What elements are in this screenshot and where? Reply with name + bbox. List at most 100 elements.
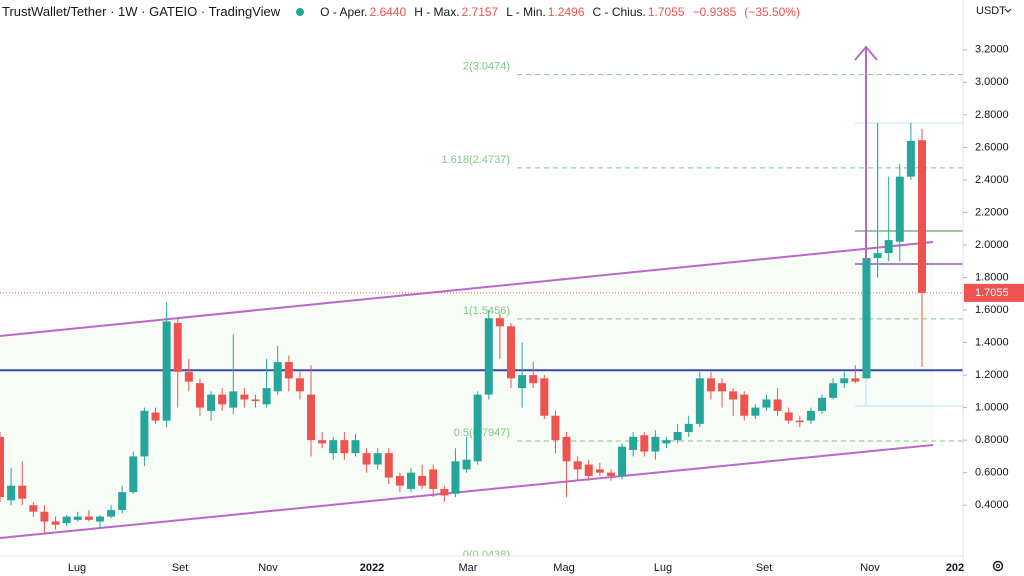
- y-tick-label: 2.0000: [975, 239, 1009, 251]
- candle-body: [384, 453, 393, 478]
- candle-body: [862, 257, 871, 379]
- x-tick-label: Set: [172, 562, 189, 574]
- candle-body: [262, 388, 271, 405]
- candle-body: [295, 378, 304, 392]
- price-axis: 0.4000 0.6000 0.8000 1.0000 1.2000 1.4000 1.60…: [963, 44, 1024, 511]
- candle-body: [140, 410, 149, 457]
- settings-icon[interactable]: [992, 560, 1004, 572]
- candle-body: [118, 492, 127, 511]
- y-tick-label: 3.2000: [975, 44, 1009, 56]
- time-axis: Lug Set Nov 2022 Mar Mag Lug Set Nov 202: [68, 562, 964, 574]
- candle-body: [451, 461, 460, 494]
- candle-body: [918, 140, 926, 293]
- candle-body: [407, 472, 416, 489]
- candle-body: [129, 456, 138, 493]
- candle-body: [162, 321, 171, 421]
- candle-body: [506, 326, 515, 379]
- candle-body: [362, 453, 371, 465]
- candle-body: [695, 378, 704, 424]
- candle-body: [62, 516, 71, 524]
- candle-body: [351, 440, 360, 454]
- fib-label: 0(0.0438): [463, 549, 510, 561]
- candle-body: [51, 521, 60, 525]
- close-value: 1.7055: [647, 4, 685, 19]
- change-percent: (−35.50%): [744, 4, 800, 19]
- fib-label: 2(3.0474): [463, 61, 510, 73]
- candle-body: [440, 488, 449, 496]
- y-tick-label: 2.4000: [975, 174, 1009, 186]
- candle-body: [95, 516, 104, 522]
- candle-body: [829, 383, 838, 398]
- levels: 2(3.0474) 1.618(2.4737) 1(1.5456) 0.5(0.794…: [0, 61, 963, 561]
- candle-body: [584, 464, 593, 476]
- x-tick-label: Nov: [258, 562, 278, 574]
- high-value: 2.7157: [461, 4, 499, 19]
- candle-body: [651, 436, 660, 452]
- candle-body: [629, 436, 638, 450]
- low-value: 1.2496: [547, 4, 585, 19]
- candle-body: [762, 399, 771, 408]
- y-tick-label: 1.2000: [975, 369, 1009, 381]
- candle-body: [373, 453, 382, 465]
- candle-body: [484, 318, 493, 395]
- candle-body: [562, 436, 571, 462]
- candle-body: [784, 412, 793, 421]
- symbol-title: TrustWallet/Tether · 1W · GATEIO · Tradi…: [2, 4, 281, 19]
- candle-body: [395, 475, 404, 486]
- drawings: [0, 122, 963, 539]
- channel-upper: [0, 241, 934, 337]
- candle-body: [251, 399, 260, 402]
- channel-fill: [0, 242, 933, 538]
- high-label: H - Max.: [414, 4, 460, 19]
- x-tick-label: Lug: [68, 562, 86, 574]
- candle-body: [518, 375, 527, 389]
- candle-body: [684, 423, 693, 433]
- candle-body: [340, 440, 349, 454]
- arrow: [854, 45, 878, 262]
- y-tick-label: 1.0000: [975, 402, 1009, 414]
- fib-label: 0.5(0.7947): [454, 427, 510, 439]
- currency[interactable]: USDT: [976, 5, 1006, 17]
- candle-body: [18, 485, 27, 499]
- candle-body: [307, 394, 316, 441]
- candle-body: [540, 378, 549, 416]
- candle-body: [7, 485, 16, 501]
- candle-body: [429, 469, 438, 489]
- candle-body: [718, 383, 727, 392]
- x-tick-label: Mar: [459, 562, 478, 574]
- candle-body: [895, 176, 904, 242]
- currency-dropdown[interactable]: [1004, 8, 1012, 13]
- candle-body: [273, 362, 282, 392]
- candle-body: [329, 440, 338, 454]
- candle-body: [818, 397, 827, 411]
- y-tick-label: 2.6000: [975, 141, 1009, 153]
- open-value: 2.6440: [369, 4, 407, 19]
- candle-body: [706, 378, 715, 392]
- candle-body: [229, 391, 238, 408]
- legend: TrustWallet/Tether · 1W · GATEIO · Tradi…: [2, 4, 808, 19]
- candle-body: [240, 394, 249, 400]
- candle-body: [618, 446, 627, 476]
- close-label: C - Chius.: [592, 4, 646, 19]
- candle-body: [906, 140, 915, 177]
- channel-lower: [0, 444, 934, 539]
- candle-body: [73, 516, 82, 520]
- candle-body: [207, 394, 216, 411]
- candle-body: [751, 407, 760, 416]
- x-tick-label: Lug: [654, 562, 672, 574]
- x-tick-label: Set: [756, 562, 773, 574]
- y-tick-label: 2.8000: [975, 109, 1009, 121]
- fib-label: 1.618(2.4737): [442, 154, 511, 166]
- candles: [0, 122, 926, 535]
- candle-body: [873, 253, 882, 258]
- y-tick-label: 3.0000: [975, 76, 1009, 88]
- candle-body: [495, 318, 504, 327]
- candle-body: [29, 505, 38, 512]
- y-tick-label: 0.4000: [975, 499, 1009, 511]
- candle-body: [806, 410, 815, 421]
- candle-body: [284, 362, 293, 379]
- candle-body: [462, 459, 471, 470]
- candle-body: [218, 394, 227, 405]
- candle-body: [551, 415, 560, 441]
